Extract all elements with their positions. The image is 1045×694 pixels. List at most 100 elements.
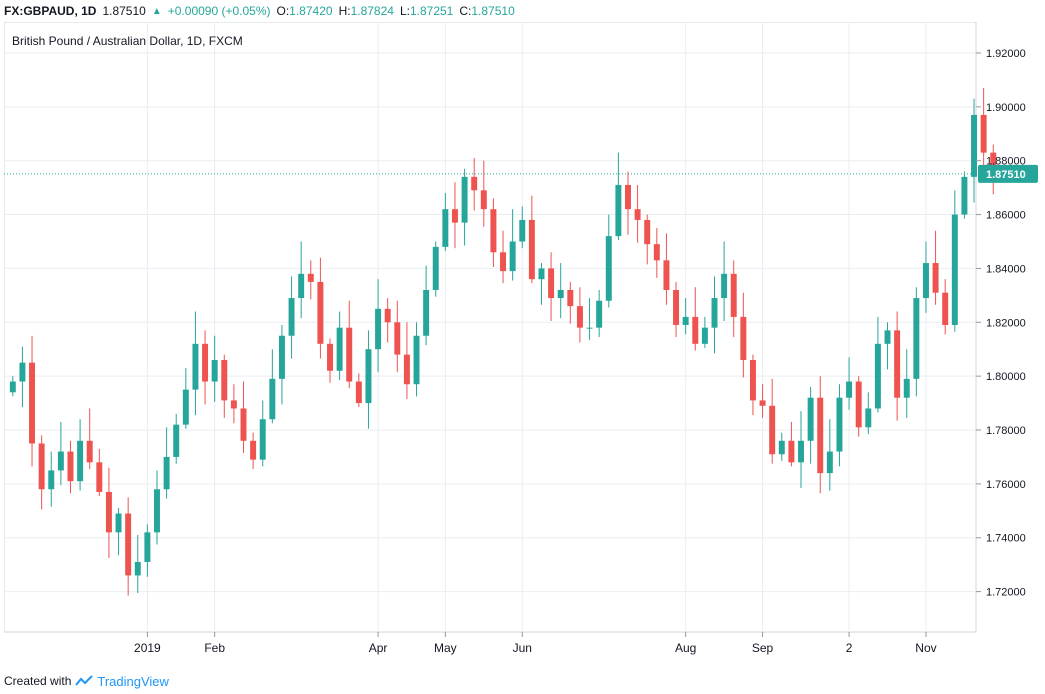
- candle-body: [480, 190, 487, 210]
- candle-body: [86, 440, 93, 463]
- candle-body: [528, 219, 535, 280]
- candle-body: [375, 308, 382, 350]
- candle-body: [19, 362, 26, 382]
- candle-body: [163, 456, 170, 490]
- candle-body: [903, 378, 910, 398]
- candle-body: [67, 451, 74, 482]
- candle-body: [57, 451, 64, 471]
- candle-body: [413, 335, 420, 385]
- current-price-label: 1.87510: [986, 169, 1026, 181]
- y-tick-label: 1.86000: [986, 210, 1026, 222]
- symbol-label[interactable]: FX:GBPAUD, 1D: [4, 4, 97, 18]
- candle-body: [951, 214, 958, 325]
- candle-body: [644, 219, 651, 245]
- last-price: 1.87510: [102, 4, 146, 18]
- x-tick-label: Jun: [513, 641, 532, 655]
- candle-body: [423, 289, 430, 336]
- candle-body: [442, 209, 449, 247]
- candle-body: [250, 440, 257, 460]
- tradingview-logo-icon[interactable]: [75, 675, 94, 687]
- candle-body: [192, 343, 199, 390]
- candle-body: [105, 491, 112, 533]
- candle-body: [653, 244, 660, 261]
- candle-body: [9, 381, 16, 393]
- candle-body: [288, 298, 295, 336]
- candle-body: [692, 316, 699, 344]
- y-tick-label: 1.90000: [986, 102, 1026, 114]
- candle-body: [961, 176, 968, 215]
- candle-body: [778, 440, 785, 455]
- candle-body: [769, 405, 776, 455]
- candle-body: [317, 281, 324, 344]
- low-value: 1.87251: [409, 4, 454, 18]
- candle-body: [154, 489, 160, 533]
- low-label: L:: [399, 4, 410, 18]
- candle-body: [269, 378, 276, 420]
- y-tick-label: 1.82000: [986, 317, 1026, 329]
- created-with-label: Created with: [4, 674, 72, 688]
- y-tick-label: 1.78000: [986, 425, 1026, 437]
- candle-body: [509, 241, 516, 272]
- close-value: 1.87510: [471, 4, 515, 18]
- candle-body: [365, 349, 372, 404]
- candle-body: [874, 343, 881, 409]
- candle-body: [125, 513, 132, 576]
- candle-body: [403, 354, 410, 385]
- candle-body: [586, 327, 593, 329]
- candle-body: [749, 359, 756, 401]
- candle-body: [548, 268, 555, 299]
- candle-body: [144, 532, 151, 562]
- x-tick-label: Apr: [369, 641, 388, 655]
- candle-body: [759, 400, 766, 406]
- candle-body: [596, 300, 603, 328]
- grid-lines: [4, 22, 976, 632]
- candle-body: [259, 419, 266, 460]
- candle-body: [38, 443, 45, 490]
- candle-body: [634, 209, 641, 220]
- candle-body: [836, 397, 843, 452]
- candle-body: [817, 397, 824, 474]
- candle-body: [980, 114, 987, 153]
- candle-body: [942, 292, 949, 325]
- candle-body: [701, 327, 708, 344]
- y-tick-label: 1.88000: [986, 156, 1026, 168]
- candle-body: [855, 381, 862, 428]
- close-label: C:: [459, 4, 472, 18]
- chart-area[interactable]: 1.72000 1.74000 1.76000 1.78000 1.80000 1.820…: [3, 21, 1040, 662]
- open-value: 1.87420: [289, 4, 333, 18]
- y-tick-label: 1.92000: [986, 48, 1026, 60]
- candlestick-chart[interactable]: 1.72000 1.74000 1.76000 1.78000 1.80000 1.820…: [3, 21, 1040, 662]
- candle-body: [788, 440, 795, 463]
- y-tick-label: 1.72000: [986, 587, 1026, 599]
- candle-body: [971, 114, 978, 177]
- y-tick-label: 1.80000: [986, 371, 1026, 383]
- x-tick-label: Sep: [752, 641, 774, 655]
- candle-body: [730, 273, 737, 317]
- high-label: H:: [338, 4, 351, 18]
- candle-body: [894, 330, 901, 398]
- candle-body: [826, 451, 833, 474]
- tradingview-brand[interactable]: TradingView: [97, 673, 169, 689]
- candle-body: [711, 298, 718, 328]
- candle-body: [432, 246, 439, 290]
- current-price-marker: 1.87510: [4, 164, 1038, 183]
- candle-body: [740, 316, 747, 360]
- candle-body: [278, 335, 285, 379]
- high-value: 1.87824: [350, 4, 394, 18]
- candle-body: [846, 381, 853, 398]
- candle-body: [625, 184, 631, 210]
- current-price-tag: [978, 164, 1038, 183]
- candle-body: [182, 389, 189, 425]
- candle-body: [471, 176, 478, 191]
- candle-body: [48, 470, 55, 490]
- candle-body: [394, 322, 401, 355]
- open-label: O:: [276, 4, 290, 18]
- time-axis[interactable]: 2019 Feb Apr May Jun Aug Sep 2 Nov: [134, 632, 937, 655]
- x-tick-label: 2: [846, 641, 853, 655]
- candle-body: [663, 260, 670, 290]
- x-tick-label: May: [434, 641, 457, 655]
- candle-body: [576, 306, 583, 328]
- candle-body: [990, 152, 997, 175]
- price-axis[interactable]: 1.72000 1.74000 1.76000 1.78000 1.80000 1.820…: [976, 48, 1026, 599]
- candle-body: [355, 381, 362, 404]
